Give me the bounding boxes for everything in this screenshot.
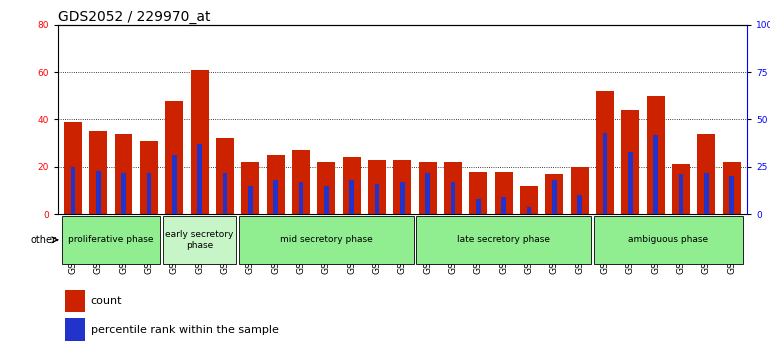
Bar <box>64 122 82 214</box>
Bar <box>299 182 303 214</box>
Bar <box>450 182 455 214</box>
Bar <box>266 155 284 214</box>
Bar <box>89 131 107 214</box>
Bar <box>495 172 513 214</box>
Bar <box>147 172 151 214</box>
Bar <box>197 144 202 214</box>
Bar <box>343 157 360 214</box>
Bar <box>400 182 404 214</box>
Text: proliferative phase: proliferative phase <box>69 235 154 244</box>
Bar <box>216 138 234 214</box>
Bar <box>62 216 160 264</box>
Bar <box>350 180 354 214</box>
Text: ambiguous phase: ambiguous phase <box>628 235 708 244</box>
Bar <box>672 165 690 214</box>
Bar <box>521 186 538 214</box>
Bar <box>578 195 582 214</box>
Bar <box>444 162 462 214</box>
Bar <box>545 174 563 214</box>
Bar <box>621 110 639 214</box>
Bar <box>729 176 734 214</box>
Text: GDS2052 / 229970_at: GDS2052 / 229970_at <box>58 10 210 24</box>
Bar <box>65 290 85 312</box>
Text: count: count <box>91 296 122 306</box>
Bar <box>594 216 743 264</box>
Bar <box>679 175 683 214</box>
Bar <box>596 91 614 214</box>
Bar <box>654 135 658 214</box>
Bar <box>419 162 437 214</box>
Bar <box>239 216 413 264</box>
Bar <box>368 160 386 214</box>
Bar <box>647 96 665 214</box>
Bar <box>552 180 557 214</box>
Bar <box>470 172 487 214</box>
Bar <box>426 172 430 214</box>
Bar <box>96 171 101 214</box>
Bar <box>603 133 608 214</box>
Bar <box>723 162 741 214</box>
Bar <box>273 180 278 214</box>
Bar <box>324 186 329 214</box>
Text: early secretory
phase: early secretory phase <box>166 230 234 250</box>
Bar <box>628 152 633 214</box>
Bar <box>191 70 209 214</box>
Bar <box>122 172 126 214</box>
Text: late secretory phase: late secretory phase <box>457 235 551 244</box>
Bar <box>71 167 75 214</box>
Text: mid secretory phase: mid secretory phase <box>280 235 373 244</box>
Text: percentile rank within the sample: percentile rank within the sample <box>91 325 279 335</box>
Bar <box>501 197 506 214</box>
Bar <box>527 207 531 214</box>
Bar <box>317 162 335 214</box>
Bar <box>571 167 588 214</box>
Bar <box>704 172 708 214</box>
Bar <box>248 186 253 214</box>
Bar <box>115 134 132 214</box>
Bar <box>698 134 715 214</box>
Bar <box>140 141 158 214</box>
Bar <box>172 155 176 214</box>
Bar <box>476 199 480 214</box>
Text: other: other <box>31 235 56 245</box>
Bar <box>292 150 310 214</box>
Bar <box>166 101 183 214</box>
Bar <box>375 184 379 214</box>
Bar <box>242 162 259 214</box>
Bar <box>223 172 227 214</box>
Bar <box>65 318 85 341</box>
Bar <box>393 160 411 214</box>
Bar <box>417 216 591 264</box>
Bar <box>163 216 236 264</box>
